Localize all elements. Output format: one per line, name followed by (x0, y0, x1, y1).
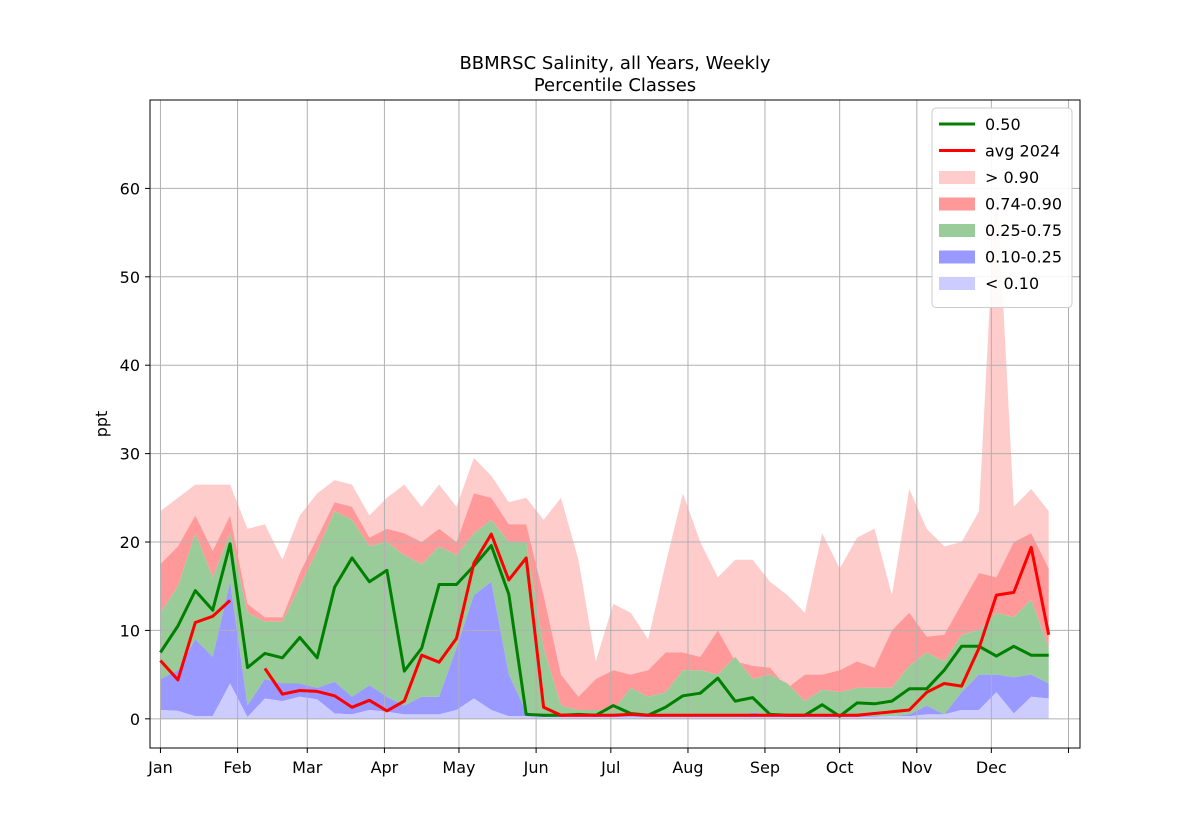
x-tick-label: Aug (672, 758, 703, 777)
y-axis-label: ppt (92, 411, 111, 438)
legend-label: < 0.10 (985, 274, 1039, 293)
x-tick-label: Feb (223, 758, 251, 777)
x-tick-label: Jun (523, 758, 549, 777)
legend-swatch (939, 250, 975, 264)
series-line-0 (159, 542, 1049, 718)
y-tick-label: 40 (120, 356, 140, 375)
x-tick-label: Oct (826, 758, 854, 777)
x-tick-label: Dec (976, 758, 1007, 777)
legend-label: > 0.90 (985, 168, 1039, 187)
x-tick-label: Jul (600, 758, 620, 777)
legend: 0.50 avg 2024 > 0.90 0.74-0.90 0.25-0.75 0.10… (931, 107, 1073, 308)
x-tick-label: Mar (292, 758, 323, 777)
legend-swatch (939, 224, 975, 237)
legend-swatch (939, 197, 975, 211)
y-tick-label: 20 (120, 533, 140, 552)
x-tick-label: Jan (147, 758, 173, 777)
y-tick-label: 0 (130, 710, 140, 729)
x-tick-label: May (442, 758, 475, 777)
band-4 (160, 683, 1049, 719)
legend-label: avg 2024 (985, 142, 1060, 161)
legend-label: 0.10-0.25 (985, 248, 1062, 267)
chart-subtitle: Percentile Classes (534, 75, 696, 96)
legend-label: 0.25-0.75 (985, 221, 1062, 240)
chart-title: BBMRSC Salinity, all Years, Weekly (459, 53, 770, 74)
band-2 (160, 511, 1049, 717)
y-tick-label: 60 (120, 179, 140, 198)
y-tick-label: 30 (120, 445, 140, 464)
band-0 (160, 175, 1049, 697)
plot-frame (149, 99, 1081, 749)
x-axis: Jan Feb Mar Apr May Jun Jul Aug Sep Oct Nov Dec (147, 748, 1070, 777)
x-tick-label: Nov (901, 758, 932, 777)
y-axis: 0 10 20 30 40 50 60 (120, 179, 150, 729)
legend-swatch (939, 171, 975, 184)
percentile-bands (160, 175, 1049, 719)
legend-label: 0.74-0.90 (985, 195, 1062, 214)
y-tick-label: 10 (120, 621, 140, 640)
legend-label: 0.50 (985, 115, 1021, 134)
x-tick-label: Sep (750, 758, 780, 777)
series-lines (159, 532, 1051, 718)
y-tick-label: 50 (120, 268, 140, 287)
band-3 (160, 581, 1049, 718)
series-line-1 (159, 532, 1051, 717)
legend-swatch (939, 277, 975, 290)
x-tick-label: Apr (371, 758, 399, 777)
